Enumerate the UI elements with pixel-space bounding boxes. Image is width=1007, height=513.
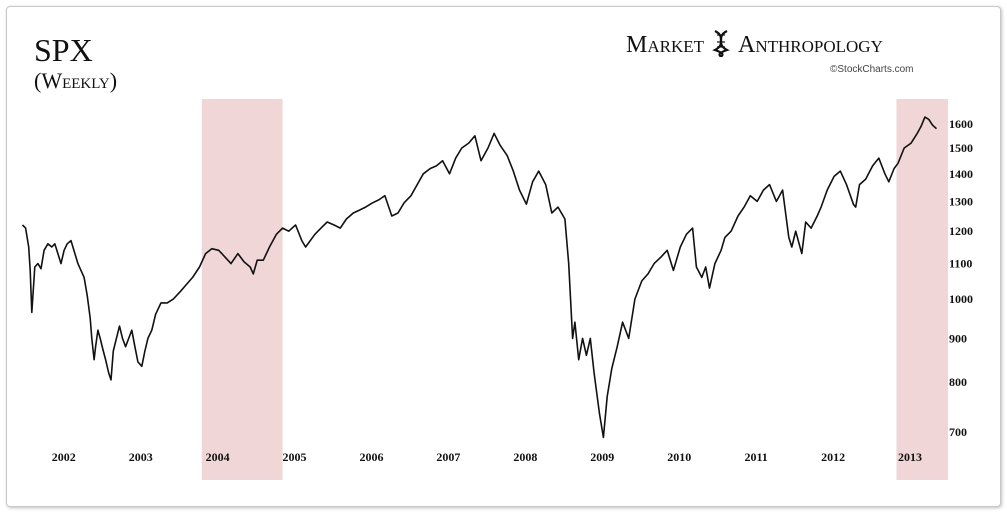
chart-subtitle: (Weekly)	[34, 68, 118, 93]
x-tick-label: 2009	[590, 450, 614, 464]
y-tick-label: 1400	[949, 167, 973, 181]
x-tick-label: 2011	[744, 450, 767, 464]
y-tick-label: 1000	[949, 292, 973, 306]
stockcharts-credit: ©StockCharts.com	[830, 64, 914, 75]
y-tick-label: 1500	[949, 141, 973, 155]
x-tick-label: 2006	[359, 450, 383, 464]
x-tick-label: 2010	[667, 450, 691, 464]
y-tick-label: 900	[949, 331, 967, 345]
x-tick-label: 2004	[206, 450, 230, 464]
y-tick-label: 800	[949, 375, 967, 389]
highlight-band-2	[896, 99, 948, 480]
y-tick-label: 700	[949, 425, 967, 439]
brand-logo: Market Anthropology	[626, 30, 883, 59]
highlight-band-1	[201, 99, 283, 480]
x-tick-label: 2013	[898, 450, 922, 464]
brand-word-right: Anthropology	[738, 32, 883, 58]
dna-helix-icon	[712, 30, 730, 58]
y-tick-label: 1200	[949, 224, 973, 238]
chart-title: SPX	[34, 32, 93, 68]
x-tick-label: 2008	[513, 450, 537, 464]
x-tick-label: 2007	[436, 450, 460, 464]
chart-frame	[6, 6, 1001, 507]
y-tick-label: 1100	[949, 257, 972, 271]
y-tick-label: 1600	[949, 117, 973, 131]
x-tick-label: 2012	[821, 450, 845, 464]
x-tick-label: 2003	[129, 450, 153, 464]
x-tick-label: 2005	[283, 450, 307, 464]
y-tick-label: 1300	[949, 194, 973, 208]
spx-price-line	[21, 116, 938, 439]
brand-word-left: Market	[626, 32, 705, 58]
x-tick-label: 2002	[52, 450, 76, 464]
